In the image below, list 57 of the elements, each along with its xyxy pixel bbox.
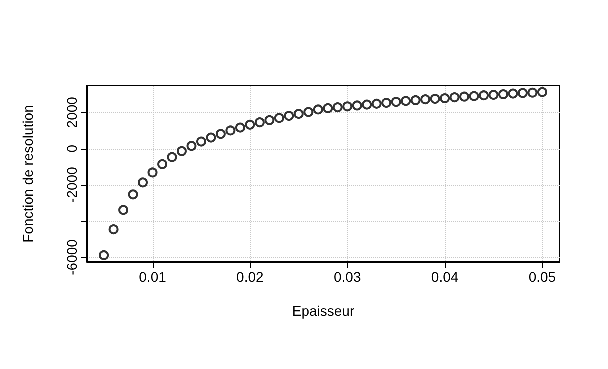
point xyxy=(528,88,538,98)
point xyxy=(294,109,304,120)
point xyxy=(410,95,421,106)
point xyxy=(118,205,129,216)
point xyxy=(488,90,499,100)
point xyxy=(508,88,518,99)
point xyxy=(196,136,206,147)
point xyxy=(518,88,528,98)
point xyxy=(148,168,158,178)
point xyxy=(440,93,450,104)
point xyxy=(372,98,382,109)
point xyxy=(498,90,508,100)
y-tick-label: 0 xyxy=(64,144,80,153)
x-axis-title: Epaisseur xyxy=(292,303,355,319)
x-tick-label: 0.02 xyxy=(236,269,264,285)
point xyxy=(450,92,460,103)
point xyxy=(430,94,440,104)
y-tick-label: -2000 xyxy=(64,166,80,203)
point xyxy=(186,141,197,152)
point xyxy=(99,250,110,260)
point xyxy=(460,92,470,102)
x-tick-label: 0.03 xyxy=(334,269,362,285)
point xyxy=(362,100,372,110)
point xyxy=(128,190,138,200)
point xyxy=(401,96,412,106)
point xyxy=(332,102,343,113)
point xyxy=(235,122,246,133)
point xyxy=(284,111,294,122)
point xyxy=(304,107,314,118)
point xyxy=(352,100,362,111)
point xyxy=(382,98,392,108)
x-tick-label: 0.04 xyxy=(431,269,459,285)
point xyxy=(313,104,324,115)
point xyxy=(206,132,216,143)
point xyxy=(537,87,548,98)
y-axis-title: Fonction de resolution xyxy=(20,105,36,243)
x-tick-label: 0.05 xyxy=(528,269,556,285)
y-tick-label: -6000 xyxy=(64,239,80,276)
y-tick-label: 2000 xyxy=(64,96,80,128)
point xyxy=(245,120,256,130)
point xyxy=(323,103,334,114)
point xyxy=(479,90,490,101)
point xyxy=(108,224,119,235)
x-tick-label: 0.01 xyxy=(139,269,167,285)
point xyxy=(226,126,236,136)
point xyxy=(158,159,168,170)
point xyxy=(274,113,284,124)
point xyxy=(342,102,353,112)
point xyxy=(216,129,226,140)
point xyxy=(177,146,187,156)
point xyxy=(254,118,265,128)
point xyxy=(264,115,275,126)
point xyxy=(138,178,148,188)
point xyxy=(167,152,178,162)
point xyxy=(420,94,431,105)
point xyxy=(469,91,480,102)
point xyxy=(391,97,402,108)
